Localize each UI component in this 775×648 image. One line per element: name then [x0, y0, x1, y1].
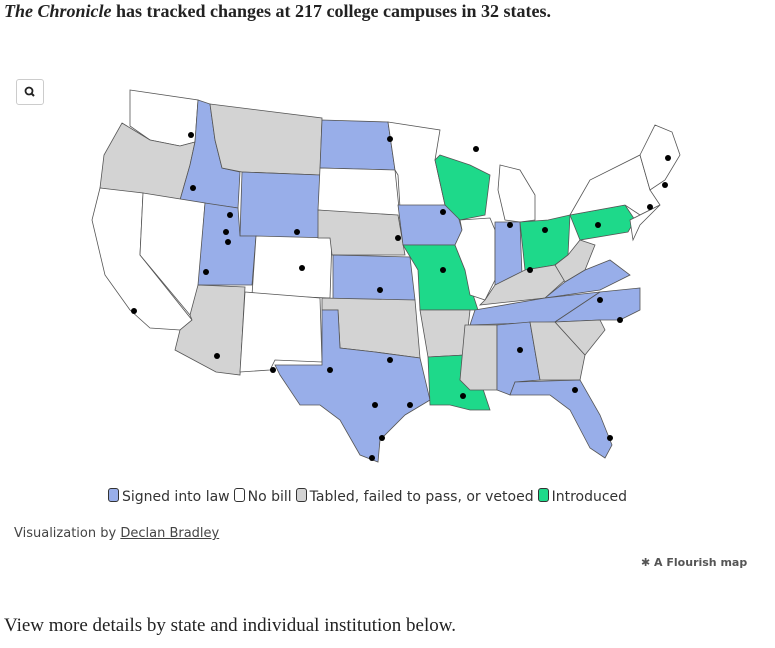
- headline: The Chronicle has tracked changes at 217…: [4, 1, 551, 22]
- legend-swatch: [233, 488, 245, 502]
- campus-dot: [595, 222, 601, 228]
- campus-dot: [372, 402, 378, 408]
- campus-dot: [188, 132, 194, 138]
- campus-dot: [377, 287, 383, 293]
- campus-dot: [460, 393, 466, 399]
- campus-dot: [647, 204, 653, 210]
- legend-item: Introduced: [537, 488, 628, 505]
- state[interactable]: [434, 154, 491, 221]
- campus-dot: [387, 357, 393, 363]
- campus-dot: [440, 267, 446, 273]
- state[interactable]: [317, 209, 406, 256]
- state[interactable]: [454, 217, 496, 301]
- legend: Signed into law No bill Tabled, failed to …: [0, 488, 735, 505]
- author-link[interactable]: Declan Bradley: [120, 526, 220, 541]
- campus-dot: [369, 455, 375, 461]
- legend-item: No bill: [233, 488, 292, 505]
- state[interactable]: [251, 235, 333, 299]
- search-button[interactable]: [16, 79, 44, 105]
- state[interactable]: [639, 124, 681, 191]
- state[interactable]: [497, 164, 536, 223]
- campus-dots: [131, 132, 671, 461]
- campus-dot: [527, 267, 533, 273]
- state[interactable]: [332, 254, 416, 301]
- campus-dot: [379, 435, 385, 441]
- campus-dot: [299, 265, 305, 271]
- campus-dot: [473, 146, 479, 152]
- legend-label: No bill: [247, 489, 292, 505]
- campus-dot: [617, 317, 623, 323]
- state[interactable]: [629, 204, 661, 242]
- legend-label: Signed into law: [121, 489, 230, 505]
- headline-text: has tracked changes at 217 college campu…: [116, 1, 551, 21]
- publication-name: The Chronicle: [4, 1, 112, 21]
- campus-dot: [387, 136, 393, 142]
- states: [91, 89, 681, 463]
- campus-dot: [542, 227, 548, 233]
- campus-dot: [662, 182, 668, 188]
- campus-dot: [190, 185, 196, 191]
- campus-dot: [395, 235, 401, 241]
- search-icon: [24, 86, 35, 97]
- us-map: [91, 89, 681, 463]
- campus-dot: [517, 347, 523, 353]
- campus-dot: [607, 435, 613, 441]
- campus-dot: [223, 229, 229, 235]
- legend-label: Tabled, failed to pass, or vetoed: [309, 489, 534, 505]
- campus-dot: [227, 212, 233, 218]
- legend-swatch: [537, 488, 549, 502]
- legend-swatch: [295, 488, 307, 502]
- state[interactable]: [569, 154, 661, 216]
- flourish-badge[interactable]: ✱ A Flourish map: [641, 556, 748, 569]
- flourish-text: A Flourish map: [654, 556, 748, 569]
- campus-dot: [225, 239, 231, 245]
- credit: Visualization by Declan Bradley: [14, 526, 219, 541]
- state[interactable]: [239, 291, 323, 373]
- state[interactable]: [543, 259, 631, 299]
- state[interactable]: [509, 379, 613, 459]
- state[interactable]: [554, 319, 606, 356]
- legend-item: Signed into law: [107, 488, 230, 505]
- state[interactable]: [459, 324, 498, 391]
- credit-prefix: Visualization by: [14, 526, 117, 541]
- footer-text: View more details by state and individua…: [4, 615, 456, 636]
- state[interactable]: [529, 321, 586, 381]
- campus-dot: [440, 209, 446, 215]
- legend-label: Introduced: [551, 489, 628, 505]
- campus-dot: [507, 222, 513, 228]
- campus-dot: [597, 297, 603, 303]
- state[interactable]: [209, 103, 323, 176]
- campus-dot: [214, 353, 220, 359]
- campus-dot: [131, 308, 137, 314]
- campus-dot: [294, 229, 300, 235]
- campus-dot: [665, 155, 671, 161]
- legend-swatch: [107, 488, 119, 502]
- campus-dot: [327, 367, 333, 373]
- campus-dot: [407, 402, 413, 408]
- legend-item: Tabled, failed to pass, or vetoed: [295, 488, 534, 505]
- campus-dot: [270, 367, 276, 373]
- campus-dot: [203, 269, 209, 275]
- campus-dot: [572, 387, 578, 393]
- state[interactable]: [239, 171, 321, 239]
- state[interactable]: [274, 309, 431, 463]
- state[interactable]: [319, 119, 396, 171]
